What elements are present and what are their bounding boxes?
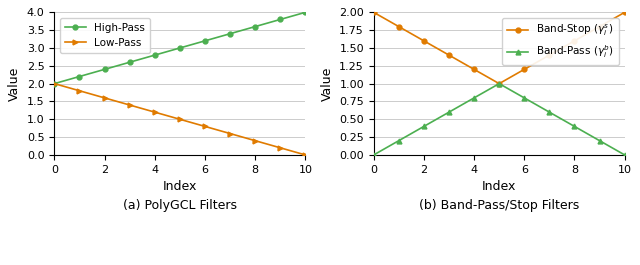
Line: Band-Stop ($\gamma_i^s$): Band-Stop ($\gamma_i^s$) xyxy=(371,10,627,86)
Band-Pass ($\gamma_i^b$) xyxy=(495,82,503,85)
Low-Pass xyxy=(301,153,309,157)
Band-Stop ($\gamma_i^s$) xyxy=(470,68,478,71)
High-Pass xyxy=(76,75,83,78)
Band-Pass ($\gamma_i^b$) xyxy=(621,153,628,157)
Line: Low-Pass: Low-Pass xyxy=(52,81,308,157)
Low-Pass xyxy=(276,146,284,149)
Band-Stop ($\gamma_i^s$) xyxy=(420,39,428,42)
Band-Stop ($\gamma_i^s$) xyxy=(520,68,528,71)
Band-Pass ($\gamma_i^b$) xyxy=(420,125,428,128)
Band-Pass ($\gamma_i^b$) xyxy=(395,139,403,142)
Band-Pass ($\gamma_i^b$) xyxy=(545,111,553,114)
Low-Pass xyxy=(51,82,58,85)
Band-Pass ($\gamma_i^b$) xyxy=(571,125,579,128)
High-Pass xyxy=(226,32,234,35)
Band-Pass ($\gamma_i^b$) xyxy=(445,111,453,114)
Y-axis label: Value: Value xyxy=(321,67,333,101)
High-Pass xyxy=(100,68,108,71)
Low-Pass xyxy=(76,89,83,92)
Low-Pass xyxy=(126,103,134,107)
Y-axis label: Value: Value xyxy=(8,67,21,101)
Low-Pass xyxy=(176,118,184,121)
Band-Stop ($\gamma_i^s$) xyxy=(395,25,403,28)
High-Pass xyxy=(126,61,134,64)
Band-Stop ($\gamma_i^s$) xyxy=(596,25,604,28)
High-Pass xyxy=(301,11,309,14)
Legend: High-Pass, Low-Pass: High-Pass, Low-Pass xyxy=(60,17,150,53)
Band-Stop ($\gamma_i^s$) xyxy=(545,54,553,57)
High-Pass xyxy=(252,25,259,28)
Line: Band-Pass ($\gamma_i^b$): Band-Pass ($\gamma_i^b$) xyxy=(371,81,627,157)
High-Pass xyxy=(201,39,209,42)
Band-Pass ($\gamma_i^b$) xyxy=(520,96,528,99)
Low-Pass xyxy=(100,96,108,99)
High-Pass xyxy=(176,46,184,50)
Low-Pass xyxy=(151,111,159,114)
Band-Stop ($\gamma_i^s$) xyxy=(445,54,453,57)
Band-Pass ($\gamma_i^b$) xyxy=(596,139,604,142)
X-axis label: Index: Index xyxy=(482,180,516,193)
Band-Pass ($\gamma_i^b$) xyxy=(470,96,478,99)
High-Pass xyxy=(51,82,58,85)
Low-Pass xyxy=(226,132,234,135)
Band-Stop ($\gamma_i^s$) xyxy=(495,82,503,85)
Line: High-Pass: High-Pass xyxy=(52,10,308,86)
Title: (a) PolyGCL Filters: (a) PolyGCL Filters xyxy=(123,199,237,212)
Title: (b) Band-Pass/Stop Filters: (b) Band-Pass/Stop Filters xyxy=(419,199,579,212)
Band-Stop ($\gamma_i^s$) xyxy=(621,11,628,14)
Low-Pass xyxy=(201,125,209,128)
Band-Pass ($\gamma_i^b$) xyxy=(370,153,378,157)
X-axis label: Index: Index xyxy=(163,180,197,193)
Band-Stop ($\gamma_i^s$) xyxy=(571,39,579,42)
Low-Pass xyxy=(252,139,259,142)
High-Pass xyxy=(151,54,159,57)
Legend: Band-Stop ($\gamma_i^s$), Band-Pass ($\gamma_i^b$): Band-Stop ($\gamma_i^s$), Band-Pass ($\g… xyxy=(502,17,620,65)
High-Pass xyxy=(276,18,284,21)
Band-Stop ($\gamma_i^s$) xyxy=(370,11,378,14)
